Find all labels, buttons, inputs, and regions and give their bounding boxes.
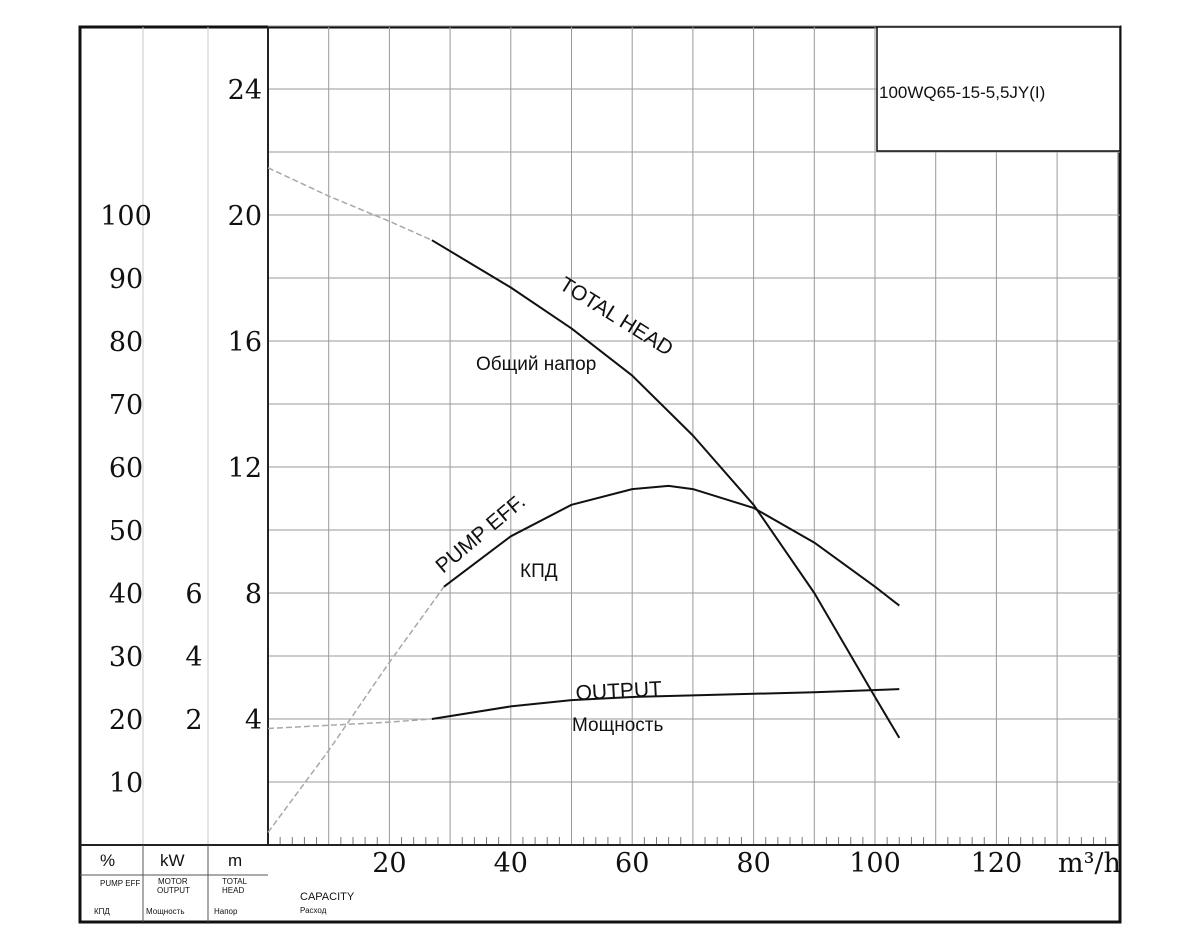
efficiency-tick-label: 10 xyxy=(109,768,143,799)
grid xyxy=(142,25,1120,845)
x-tick-label: 60 xyxy=(615,848,649,879)
motor-caption-1: MOTOR xyxy=(158,877,188,886)
head-caption-2: HEAD xyxy=(222,886,244,895)
efficiency-tick-label: 60 xyxy=(109,453,143,484)
model-label: 100WQ65-15-5,5JY(I) xyxy=(879,83,1045,102)
efficiency-tick-label: 20 xyxy=(109,705,143,736)
efficiency-tick-label: 30 xyxy=(109,642,143,673)
head-tick-label: 20 xyxy=(228,201,262,232)
total-head-label: TOTAL HEAD xyxy=(555,273,677,361)
power-tick-label: 4 xyxy=(185,642,202,673)
head-tick-label: 12 xyxy=(228,453,262,484)
total-head-label-ru: Общий напор xyxy=(476,354,596,375)
efficiency-tick-label: 70 xyxy=(109,390,143,421)
eff-caption-ru: КПД xyxy=(94,907,110,916)
axis-ticks: 20 40 60 80 100 12048121620242461020304050607… xyxy=(100,75,1022,879)
x-tick-label: 80 xyxy=(736,848,770,879)
capacity-caption-ru: Расход xyxy=(300,906,327,915)
pump-eff-extrapolated-curve xyxy=(267,586,445,833)
total-head-extrapolated-curve xyxy=(267,167,433,241)
power-tick-label: 2 xyxy=(185,705,202,736)
head-tick-label: 8 xyxy=(245,579,262,610)
efficiency-tick-label: 50 xyxy=(109,516,143,547)
efficiency-tick-label: 80 xyxy=(109,327,143,358)
head-tick-label: 24 xyxy=(228,75,262,106)
x-axis-unit: m³/h xyxy=(1058,848,1121,879)
unit-percent: % xyxy=(100,851,115,870)
total-head-curve xyxy=(431,239,901,739)
head-tick-label: 16 xyxy=(228,327,262,358)
output-extrapolated-curve xyxy=(267,718,432,730)
head-tick-label: 4 xyxy=(245,705,262,736)
efficiency-tick-label: 90 xyxy=(109,264,143,295)
output-label-ru: Мощность xyxy=(572,715,664,736)
capacity-caption: CAPACITY xyxy=(300,891,355,903)
head-caption-1: TOTAL xyxy=(222,877,248,886)
x-tick-label: 100 xyxy=(849,848,901,879)
head-caption-ru: Напор xyxy=(214,907,238,916)
motor-caption-2: OUTPUT xyxy=(157,886,190,895)
x-tick-label: 20 xyxy=(372,848,406,879)
curves xyxy=(267,167,901,833)
pump-eff-label-ru: КПД xyxy=(520,561,558,582)
efficiency-tick-label: 40 xyxy=(109,579,143,610)
model-box xyxy=(876,26,1121,152)
x-tick-label: 40 xyxy=(494,848,528,879)
pump-eff-curve xyxy=(443,484,900,607)
efficiency-tick-label: 100 xyxy=(100,201,152,232)
power-tick-label: 6 xyxy=(185,579,202,610)
unit-m: m xyxy=(228,851,242,870)
output-curve xyxy=(431,688,900,720)
unit-kw: kW xyxy=(160,851,185,870)
x-tick-label: 120 xyxy=(971,848,1023,879)
output-label: OUTPUT xyxy=(575,677,663,704)
motor-caption-ru: Мощность xyxy=(146,907,184,916)
eff-caption: PUMP EFF xyxy=(100,879,140,888)
chart-frame xyxy=(78,25,1122,924)
